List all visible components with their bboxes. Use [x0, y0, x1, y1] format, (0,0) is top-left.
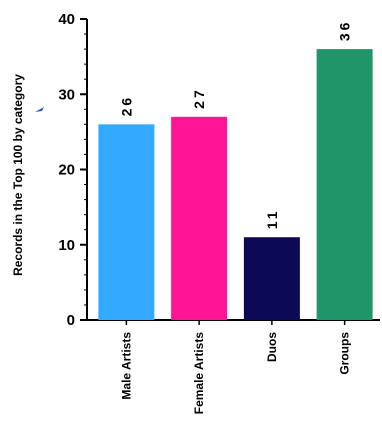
x-tick-label: Male Artists — [119, 332, 133, 400]
y-tick-label: 10 — [58, 237, 75, 254]
x-axis: Male Artists Female Artists Duos Groups — [87, 319, 380, 415]
y-tick-label: 40 — [58, 11, 75, 28]
x-tick-label: Female Artists — [192, 332, 206, 415]
bar — [316, 49, 373, 320]
y-tick-label: 0 — [67, 312, 75, 329]
pen-mark — [35, 107, 44, 112]
x-tick-label: Duos — [265, 332, 279, 362]
bar — [243, 237, 300, 320]
y-axis: 0 10 20 30 40 — [58, 11, 88, 329]
x-tick-label: Groups — [338, 332, 352, 375]
y-tick-label: 20 — [58, 162, 75, 179]
bar — [98, 124, 155, 320]
data-label: 36 — [337, 20, 353, 42]
data-label: 26 — [118, 95, 134, 117]
y-axis-title: Records in the Top 100 by category — [11, 74, 25, 276]
bars: 26 27 11 36 — [98, 20, 373, 320]
data-label: 27 — [191, 87, 207, 109]
bar — [171, 116, 228, 320]
y-tick-label: 30 — [58, 86, 75, 103]
data-label: 11 — [264, 208, 280, 229]
